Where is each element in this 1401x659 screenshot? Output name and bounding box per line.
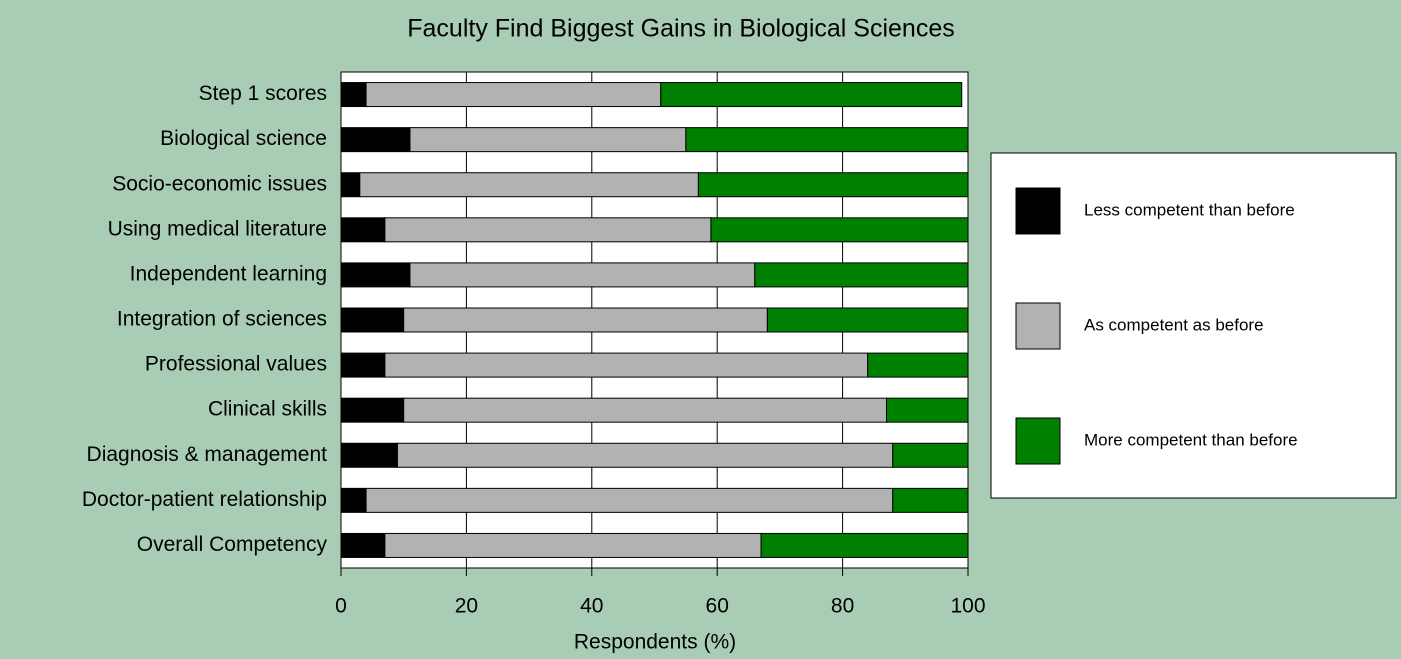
bar-segment [340, 487, 367, 513]
y-tick-label: Independent learning [130, 262, 327, 285]
bar-segment [892, 442, 969, 468]
x-axis-label: Respondents (%) [574, 631, 736, 654]
bar-segment [403, 307, 768, 333]
y-tick-label: Using medical literature [108, 217, 327, 240]
legend-swatch [1015, 302, 1061, 350]
x-tick-label: 60 [706, 595, 729, 618]
x-tick-label: 20 [455, 595, 478, 618]
bar-segment [697, 172, 969, 198]
bar-segment [340, 127, 411, 153]
bar-segment [340, 217, 386, 243]
legend-label: As competent as before [1084, 315, 1264, 334]
bar-segment [384, 217, 712, 243]
bar-segment [365, 82, 662, 108]
bar-segment [340, 532, 386, 558]
bar-segment [365, 487, 894, 513]
x-tick-label: 0 [335, 595, 347, 618]
legend-swatch [1015, 187, 1061, 235]
bar-segment [340, 397, 405, 423]
y-tick-label: Integration of sciences [117, 308, 327, 331]
bar-segment [766, 307, 969, 333]
bar-segment [396, 442, 894, 468]
bar-segment [867, 352, 969, 378]
bar-segment [340, 172, 361, 198]
bar-segment [340, 352, 386, 378]
bar-segment [359, 172, 699, 198]
bar-segment [660, 82, 963, 108]
y-tick-label: Doctor-patient relationship [82, 488, 327, 511]
bar-segment [885, 397, 969, 423]
bar-segment [403, 397, 887, 423]
bar-segment [892, 487, 969, 513]
legend-label: More competent than before [1084, 430, 1298, 449]
bar-segment [340, 442, 398, 468]
y-tick-label: Diagnosis & management [87, 443, 328, 466]
bar-segment [409, 262, 756, 288]
x-tick-label: 100 [950, 595, 985, 618]
bar-segment [384, 532, 762, 558]
x-tick-label: 40 [580, 595, 603, 618]
legend-label: Less competent than before [1084, 200, 1295, 219]
y-tick-label: Clinical skills [208, 398, 327, 421]
bar-segment [754, 262, 969, 288]
bar-segment [340, 262, 411, 288]
bar-segment [340, 307, 405, 333]
y-tick-label: Professional values [145, 353, 327, 376]
x-tick-label: 80 [831, 595, 854, 618]
bar-segment [710, 217, 969, 243]
y-tick-label: Overall Competency [137, 533, 328, 556]
y-tick-label: Biological science [160, 127, 327, 150]
bar-segment [760, 532, 969, 558]
chart-title: Faculty Find Biggest Gains in Biological… [407, 15, 955, 43]
bar-segment [340, 82, 367, 108]
legend-swatch [1015, 417, 1061, 465]
bar-segment [384, 352, 869, 378]
bar-segment [685, 127, 969, 153]
y-tick-label: Step 1 scores [199, 82, 327, 105]
bar-segment [409, 127, 687, 153]
y-tick-label: Socio-economic issues [112, 172, 327, 195]
